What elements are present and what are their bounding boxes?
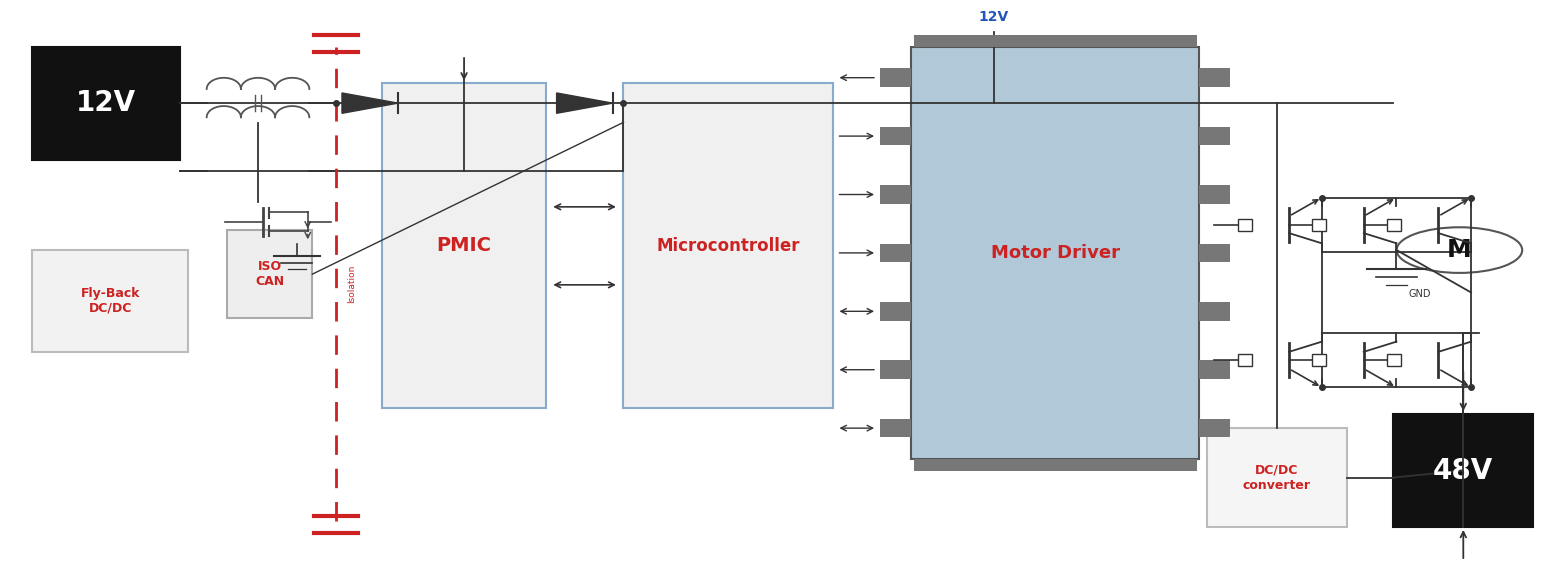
FancyBboxPatch shape bbox=[911, 47, 1200, 459]
Text: M: M bbox=[1447, 238, 1472, 262]
FancyBboxPatch shape bbox=[1387, 354, 1401, 366]
FancyBboxPatch shape bbox=[947, 35, 999, 47]
FancyBboxPatch shape bbox=[1013, 35, 1064, 47]
Text: 12V: 12V bbox=[76, 89, 137, 117]
FancyBboxPatch shape bbox=[880, 68, 911, 87]
FancyBboxPatch shape bbox=[1312, 219, 1326, 231]
Text: GND: GND bbox=[1408, 289, 1432, 299]
FancyBboxPatch shape bbox=[623, 83, 834, 408]
FancyBboxPatch shape bbox=[1045, 459, 1097, 470]
FancyBboxPatch shape bbox=[1080, 35, 1131, 47]
Polygon shape bbox=[343, 93, 397, 113]
FancyBboxPatch shape bbox=[880, 244, 911, 262]
FancyBboxPatch shape bbox=[1237, 354, 1251, 366]
Text: DC/DC
converter: DC/DC converter bbox=[1243, 463, 1310, 491]
FancyBboxPatch shape bbox=[1145, 35, 1197, 47]
FancyBboxPatch shape bbox=[913, 35, 964, 47]
FancyBboxPatch shape bbox=[382, 83, 545, 408]
FancyBboxPatch shape bbox=[1237, 219, 1251, 231]
Text: ISO
CAN: ISO CAN bbox=[256, 260, 284, 288]
FancyBboxPatch shape bbox=[1200, 185, 1229, 204]
FancyBboxPatch shape bbox=[947, 459, 999, 470]
FancyBboxPatch shape bbox=[1207, 428, 1346, 527]
FancyBboxPatch shape bbox=[1200, 68, 1229, 87]
FancyBboxPatch shape bbox=[880, 419, 911, 437]
FancyBboxPatch shape bbox=[1013, 459, 1064, 470]
FancyBboxPatch shape bbox=[33, 250, 189, 352]
FancyBboxPatch shape bbox=[1200, 361, 1229, 379]
Polygon shape bbox=[556, 93, 612, 113]
FancyBboxPatch shape bbox=[1200, 302, 1229, 321]
FancyBboxPatch shape bbox=[880, 127, 911, 145]
FancyBboxPatch shape bbox=[980, 35, 1031, 47]
Text: Motor Driver: Motor Driver bbox=[991, 244, 1120, 262]
Text: 48V: 48V bbox=[1433, 457, 1494, 485]
FancyBboxPatch shape bbox=[880, 361, 911, 379]
Circle shape bbox=[1396, 227, 1522, 273]
FancyBboxPatch shape bbox=[1112, 35, 1164, 47]
FancyBboxPatch shape bbox=[1312, 354, 1326, 366]
Text: PMIC: PMIC bbox=[436, 236, 492, 256]
FancyBboxPatch shape bbox=[1080, 459, 1131, 470]
FancyBboxPatch shape bbox=[227, 230, 313, 318]
Text: Microcontroller: Microcontroller bbox=[657, 237, 801, 255]
Text: 12V: 12V bbox=[978, 10, 1008, 24]
FancyBboxPatch shape bbox=[1387, 219, 1401, 231]
Text: Isolation: Isolation bbox=[347, 265, 355, 303]
FancyBboxPatch shape bbox=[913, 459, 964, 470]
FancyBboxPatch shape bbox=[1200, 127, 1229, 145]
FancyBboxPatch shape bbox=[1045, 35, 1097, 47]
FancyBboxPatch shape bbox=[33, 47, 181, 160]
FancyBboxPatch shape bbox=[1393, 414, 1533, 527]
FancyBboxPatch shape bbox=[980, 459, 1031, 470]
FancyBboxPatch shape bbox=[1200, 419, 1229, 437]
FancyBboxPatch shape bbox=[880, 185, 911, 204]
FancyBboxPatch shape bbox=[1200, 244, 1229, 262]
FancyBboxPatch shape bbox=[1112, 459, 1164, 470]
Text: Fly-Back
DC/DC: Fly-Back DC/DC bbox=[81, 287, 140, 315]
FancyBboxPatch shape bbox=[1145, 459, 1197, 470]
FancyBboxPatch shape bbox=[880, 302, 911, 321]
